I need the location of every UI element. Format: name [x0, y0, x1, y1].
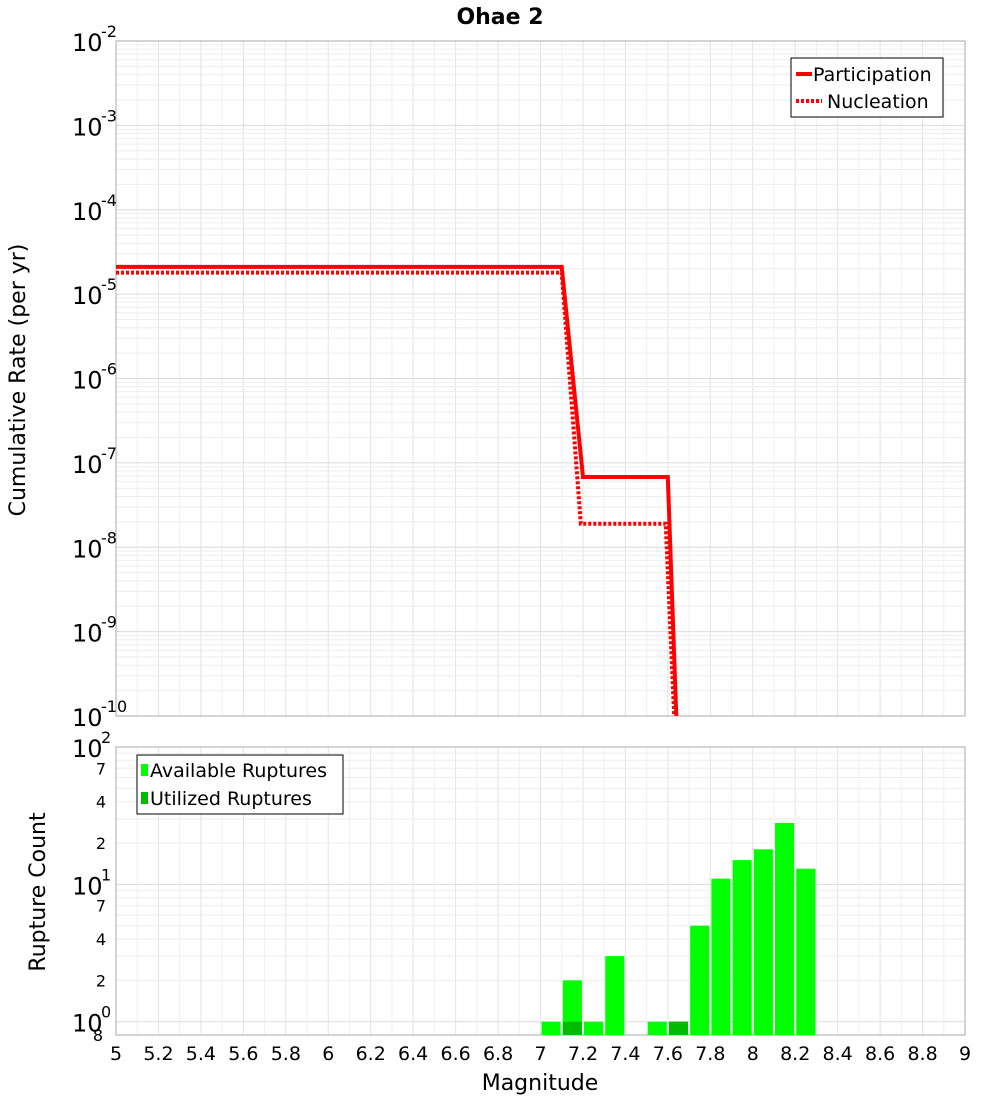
- x-tick-label: 6.4: [398, 1043, 428, 1065]
- available-rupture-bar: [732, 860, 752, 1035]
- x-tick-label: 8: [747, 1043, 759, 1065]
- rate-y-tick-base: 10: [72, 198, 103, 226]
- rate-series-group: [116, 264, 679, 717]
- x-tick-label: 8.6: [865, 1043, 895, 1065]
- rate-y-tick-exponent: -4: [101, 191, 117, 210]
- count-y-tick-exponent: 0: [101, 1003, 111, 1022]
- x-tick-label: 6.2: [356, 1043, 386, 1065]
- rate-plot-grid: [115, 41, 966, 717]
- x-tick-label: 5.2: [143, 1043, 173, 1065]
- available-rupture-bar: [584, 1021, 604, 1035]
- x-tick-label: 5.6: [228, 1043, 258, 1065]
- x-tick-label: 5.8: [271, 1043, 301, 1065]
- x-tick-label: 5.4: [186, 1043, 216, 1065]
- count-y-tick-label: 7: [96, 897, 106, 916]
- count-y-tick-label: 4: [96, 793, 106, 812]
- rate-y-tick-exponent: -9: [101, 613, 117, 632]
- rate-y-tick-base: 10: [72, 451, 103, 479]
- rate-y-tick-exponent: -8: [101, 528, 117, 547]
- x-tick-label: 7.6: [653, 1043, 683, 1065]
- available-rupture-bar: [562, 980, 582, 1035]
- x-tick-label: 6: [322, 1043, 334, 1065]
- rate-y-tick-base: 10: [72, 113, 103, 141]
- x-tick-label: 7.2: [568, 1043, 598, 1065]
- x-tick-label: 8.8: [907, 1043, 937, 1065]
- rate-y-tick-labels: 10-210-310-410-510-610-710-810-910-10: [72, 22, 127, 732]
- chart-title: Ohae 2: [456, 5, 543, 30]
- available-legend-label: Available Ruptures: [150, 760, 327, 782]
- x-tick-label: 8.4: [823, 1043, 853, 1065]
- rate-legend: Participation Nucleation: [790, 57, 944, 118]
- nucleation-line: [116, 270, 677, 717]
- participation-line: [116, 264, 679, 717]
- count-plot-area: [115, 746, 966, 1036]
- available-rupture-bar: [753, 849, 773, 1035]
- count-legend: Available Ruptures Utilized Ruptures: [136, 754, 344, 815]
- x-tick-label: 7.8: [695, 1043, 725, 1065]
- count-y-tick-exponent: 1: [101, 865, 111, 884]
- rate-y-tick-exponent: -2: [101, 22, 117, 41]
- count-legend-box: [136, 754, 344, 815]
- count-y-tick-exponent: 2: [101, 728, 111, 747]
- x-tick-label: 5: [110, 1043, 122, 1065]
- rate-y-tick-exponent: -7: [101, 444, 117, 463]
- available-rupture-bar: [690, 925, 710, 1035]
- rate-y-tick-exponent: -3: [101, 106, 117, 125]
- rate-y-tick-base: 10: [72, 29, 103, 57]
- utilized-legend-label: Utilized Ruptures: [150, 788, 312, 810]
- rate-y-tick-exponent: -5: [101, 275, 117, 294]
- count-y-tick-label: 2: [96, 971, 106, 990]
- count-y-tick-base: 10: [72, 1010, 103, 1038]
- rate-legend-box: [790, 57, 944, 118]
- x-tick-label: 9: [959, 1043, 971, 1065]
- x-axis-title: Magnitude: [482, 1071, 599, 1096]
- count-bars-group: [541, 822, 816, 1035]
- available-rupture-bar: [796, 868, 816, 1035]
- rate-y-tick-exponent: -6: [101, 360, 117, 379]
- available-rupture-bar: [711, 878, 731, 1035]
- available-rupture-bar: [541, 1021, 561, 1035]
- x-tick-label: 7.4: [610, 1043, 640, 1065]
- participation-legend-label: Participation: [813, 64, 932, 86]
- available-rupture-bar: [775, 822, 795, 1035]
- utilized-rupture-bar: [668, 1021, 689, 1035]
- x-tick-label: 7: [534, 1043, 546, 1065]
- available-legend-swatch: [141, 764, 148, 776]
- count-y-tick-label: 7: [96, 759, 106, 778]
- available-rupture-bar: [647, 1021, 667, 1035]
- x-tick-label: 6.8: [483, 1043, 513, 1065]
- rate-y-tick-base: 10: [72, 535, 103, 563]
- count-y-tick-label: 8: [93, 1026, 103, 1045]
- y-axis-title-count: Rupture Count: [26, 812, 51, 972]
- rate-y-tick-exponent: -10: [101, 697, 127, 716]
- rate-plot-area: [115, 40, 966, 717]
- rate-y-tick-base: 10: [72, 704, 103, 732]
- utilized-legend-swatch: [141, 792, 148, 804]
- x-tick-label: 8.2: [780, 1043, 810, 1065]
- count-y-tick-base: 10: [72, 872, 103, 900]
- nucleation-legend-label: Nucleation: [827, 91, 929, 113]
- y-axis-title-rate: Cumulative Rate (per yr): [6, 244, 31, 517]
- utilized-rupture-bar: [562, 1021, 582, 1035]
- x-tick-label: 6.6: [440, 1043, 470, 1065]
- rate-y-tick-base: 10: [72, 367, 103, 395]
- count-y-tick-base: 10: [72, 735, 103, 763]
- rate-y-tick-base: 10: [72, 282, 103, 310]
- count-y-tick-label: 4: [96, 930, 106, 949]
- count-y-tick-label: 2: [96, 834, 106, 853]
- rate-y-tick-base: 10: [72, 620, 103, 648]
- available-rupture-bar: [605, 956, 625, 1035]
- x-tick-labels: 5 5.2 5.4 5.6 5.8 6 6.2 6.4 6.6 6.8 7 7.2 7.4 7.6 7.8 8…: [110, 1043, 971, 1065]
